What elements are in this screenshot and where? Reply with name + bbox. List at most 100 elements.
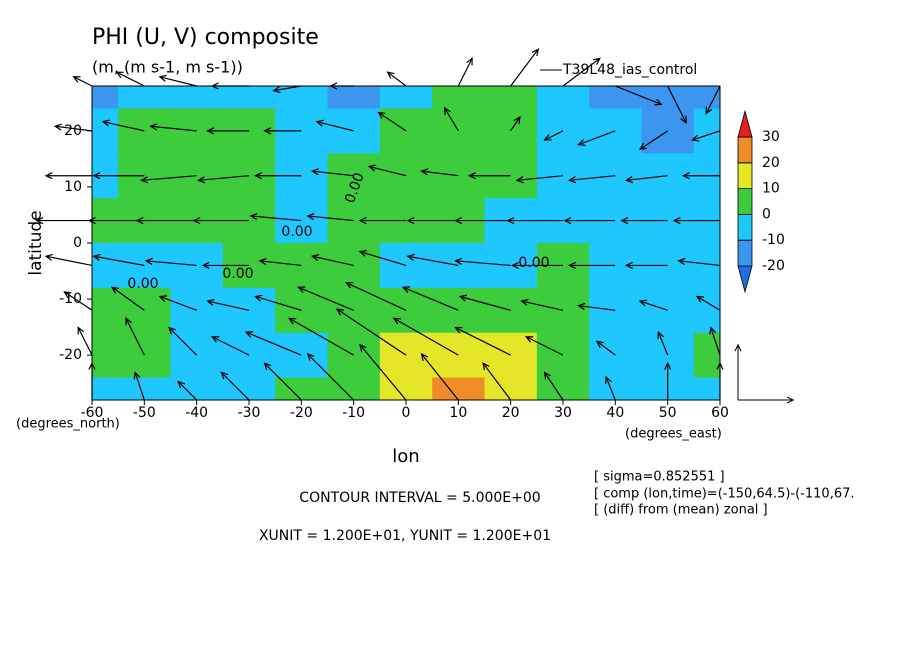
field-cell bbox=[536, 287, 590, 334]
field-cell bbox=[222, 86, 276, 109]
field-cell bbox=[275, 243, 328, 289]
field-cell bbox=[589, 153, 642, 199]
reference-vector bbox=[738, 396, 795, 404]
y-tick-label: 0 bbox=[73, 235, 82, 251]
field-cell bbox=[484, 108, 538, 154]
wind-vector bbox=[115, 71, 145, 87]
field-cell bbox=[327, 332, 381, 379]
wind-vector bbox=[263, 362, 302, 401]
x-tick-label: -50 bbox=[133, 405, 156, 421]
wind-vector bbox=[44, 172, 92, 180]
wind-vector bbox=[506, 216, 563, 225]
wind-vector bbox=[510, 115, 521, 132]
wind-vector bbox=[192, 216, 249, 225]
colorbar-label: 20 bbox=[762, 155, 780, 171]
wind-vector bbox=[605, 375, 616, 401]
field-cell bbox=[118, 287, 171, 334]
wind-vector bbox=[135, 216, 197, 225]
field-cell bbox=[92, 287, 119, 334]
field-cell bbox=[379, 86, 433, 109]
info-line: [ (diff) from (mean) zonal ] bbox=[594, 503, 768, 518]
colorbar-label: -20 bbox=[762, 258, 785, 274]
colorbar: -20 -10 0 10 20 30 bbox=[737, 109, 785, 294]
wind-vector bbox=[664, 361, 672, 400]
x-tick-label: 40 bbox=[606, 405, 624, 421]
x-unit-label: (degrees_east) bbox=[625, 427, 722, 442]
field-cell bbox=[222, 332, 276, 379]
wind-vector bbox=[111, 286, 145, 311]
wind-vector bbox=[92, 253, 145, 267]
field-cell bbox=[536, 332, 590, 379]
wind-vector bbox=[657, 330, 669, 356]
colorbar-label: 10 bbox=[762, 181, 780, 197]
wind-vector bbox=[168, 326, 198, 356]
field-cell bbox=[92, 108, 119, 154]
colorbar-bin bbox=[737, 136, 753, 164]
field-cell bbox=[327, 108, 381, 154]
field-cell bbox=[379, 243, 433, 289]
y-tick-label: 10 bbox=[64, 179, 82, 195]
x-tick-label: -30 bbox=[238, 405, 261, 421]
wind-vector bbox=[638, 299, 668, 311]
wind-vector bbox=[87, 216, 145, 225]
field-cell bbox=[275, 332, 328, 379]
wind-vector bbox=[140, 175, 197, 184]
wind-vector bbox=[206, 127, 249, 135]
wind-vector bbox=[420, 168, 459, 177]
wind-vector bbox=[44, 253, 93, 267]
wind-vector bbox=[620, 216, 668, 225]
wind-vector bbox=[306, 353, 355, 401]
wind-vector bbox=[53, 123, 93, 132]
chart-title: PHI (U, V) composite bbox=[92, 25, 319, 50]
wind-vector bbox=[206, 298, 250, 311]
field-cell bbox=[641, 86, 695, 109]
y-unit-label: (degrees_north) bbox=[16, 417, 120, 432]
wind-vector bbox=[344, 281, 407, 311]
wind-vector bbox=[359, 343, 407, 401]
wind-vector bbox=[258, 257, 302, 267]
wind-vector bbox=[288, 317, 354, 356]
wind-vector bbox=[77, 326, 93, 356]
field-cell bbox=[693, 377, 720, 400]
field-cell bbox=[170, 332, 224, 379]
contour-label: 0.00 bbox=[518, 255, 549, 271]
wind-vector bbox=[638, 130, 668, 151]
vector-unit-text: XUNIT = 1.200E+01, YUNIT = 1.200E+01 bbox=[259, 528, 551, 544]
field-cell bbox=[589, 287, 642, 334]
wind-vector bbox=[567, 261, 616, 270]
wind-vector bbox=[677, 257, 721, 267]
x-tick-label: 30 bbox=[554, 405, 572, 421]
wind-vector bbox=[482, 362, 512, 401]
field-cell bbox=[589, 332, 642, 379]
x-tick-label: -20 bbox=[290, 405, 313, 421]
field-cell bbox=[92, 332, 119, 379]
field-cell bbox=[170, 86, 224, 109]
wind-vector bbox=[691, 130, 721, 142]
wind-vector bbox=[377, 111, 407, 132]
wind-vector bbox=[367, 164, 407, 177]
wind-vector bbox=[443, 106, 459, 132]
wind-vector bbox=[358, 249, 407, 267]
wind-vector bbox=[457, 57, 473, 87]
field-cell bbox=[484, 86, 538, 109]
wind-vector bbox=[420, 352, 459, 401]
wind-vector bbox=[563, 216, 616, 225]
field-cell bbox=[589, 377, 642, 400]
wind-vector bbox=[458, 294, 511, 311]
wind-vector bbox=[705, 85, 721, 115]
y-tick-label: 20 bbox=[64, 123, 82, 139]
field-cell bbox=[92, 243, 119, 289]
y-axis-label: latitude bbox=[26, 210, 46, 275]
field-cell bbox=[118, 243, 171, 289]
field-cell bbox=[484, 287, 538, 334]
wind-vector bbox=[254, 294, 302, 311]
x-tick-label: 0 bbox=[402, 405, 411, 421]
field-cell bbox=[641, 287, 695, 334]
wind-vector bbox=[695, 295, 721, 311]
wind-vector bbox=[133, 371, 145, 401]
wind-vector bbox=[101, 119, 145, 132]
wind-vector bbox=[335, 308, 407, 356]
contour-interval: CONTOUR INTERVAL = 5.000E+00 bbox=[299, 490, 540, 506]
